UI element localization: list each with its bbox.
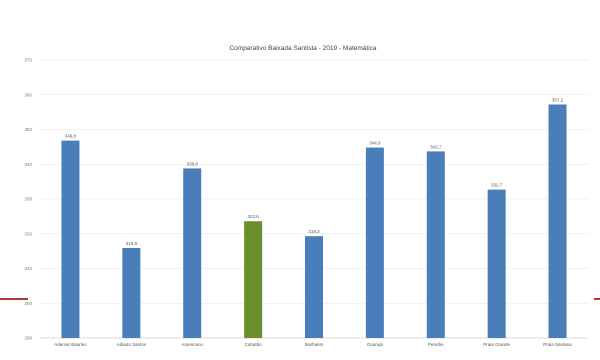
bar-1 (122, 247, 141, 338)
x-tick-label: Peruíbe (428, 342, 444, 347)
data-label: 315,9 (126, 241, 138, 246)
y-tick-label: 290 (24, 336, 32, 341)
right-accent-line (594, 298, 600, 300)
data-label: 357,2 (552, 97, 564, 102)
data-label: 338,8 (187, 161, 199, 166)
data-label: 343,7 (430, 144, 442, 149)
data-label: 344,8 (369, 141, 381, 146)
y-tick-label: 320 (24, 231, 32, 236)
bars (61, 104, 567, 338)
bar-7 (487, 189, 506, 338)
y-tick-label: 330 (24, 197, 32, 202)
bar-3 (244, 221, 263, 338)
bar-6 (426, 151, 445, 338)
y-axis-ticks: 290 300 310 320 330 340 350 360 370 (24, 58, 32, 341)
y-tick-label: 350 (24, 127, 32, 132)
y-tick-label: 370 (24, 58, 32, 63)
left-accent-line (0, 298, 28, 300)
data-label: 319,3 (308, 229, 320, 234)
x-tick-label: Americano (181, 342, 203, 347)
bar-8 (548, 104, 567, 338)
bar-5 (365, 147, 384, 338)
x-tick-label: Cubatão (245, 342, 263, 347)
y-tick-label: 360 (24, 92, 32, 97)
x-axis-labels: Ademar Baarles Adauto Santos Americano Cuba… (54, 342, 572, 347)
y-tick-label: 310 (24, 266, 32, 271)
x-tick-label: Ademar Baarles (54, 342, 87, 347)
data-label: 332,7 (491, 183, 503, 188)
x-tick-label: Praia Grande (483, 342, 510, 347)
bar-0 (61, 140, 80, 338)
x-tick-label: Guarujá (367, 342, 384, 347)
chart-title: Comparativo Baixada Santista - 2019 - Ma… (229, 45, 376, 52)
bar-2 (183, 168, 202, 338)
bar-4 (305, 236, 323, 338)
x-tick-label: Itanhaém (305, 342, 324, 347)
x-tick-label: Adauto Santos (117, 342, 147, 347)
value-labels: 346,8 315,9 338,8 323,6 319,3 344,8 343,7 332,7… (65, 97, 564, 246)
data-label: 323,6 (247, 214, 259, 219)
x-tick-label: Praia Santana (543, 342, 572, 347)
y-tick-label: 340 (24, 162, 32, 167)
y-tick-label: 300 (24, 301, 32, 306)
data-label: 346,8 (65, 134, 77, 139)
